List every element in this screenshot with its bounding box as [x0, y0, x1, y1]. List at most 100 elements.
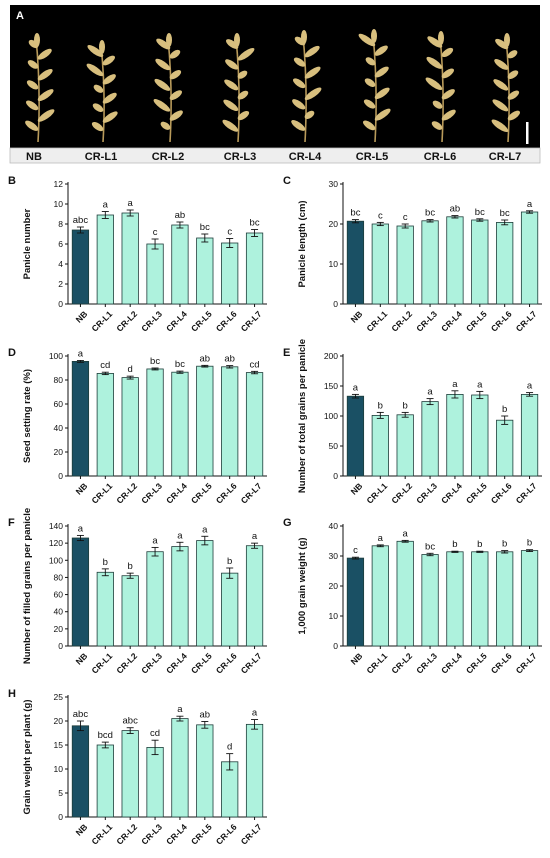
y-tick-label: 40: [329, 521, 339, 531]
bar-cr-l7: [520, 394, 539, 477]
bar-cr-l7: [245, 372, 264, 477]
x-category-label: CR-L6: [214, 822, 239, 847]
significance-letter: abc: [73, 709, 89, 720]
y-tick-label: 2: [58, 279, 63, 289]
x-category-label: NB: [349, 481, 365, 497]
significance-letter: c: [153, 227, 158, 238]
y-tick-label: 20: [329, 219, 339, 229]
y-tick-label: 140: [49, 521, 63, 531]
chart-c-panicle-length: C Panicle length (cm) 0 10 20 30 bc NB c CR-L1 c CR…: [275, 170, 550, 340]
significance-letter: a: [477, 379, 483, 390]
bar-cr-l1: [96, 571, 114, 647]
x-category-label: CR-L6: [489, 309, 514, 334]
x-category-label: CR-L4: [164, 651, 189, 676]
panicle-image: [25, 33, 55, 143]
x-category-label: NB: [74, 822, 90, 838]
significance-letter: a: [152, 535, 158, 546]
x-category-label: CR-L2: [389, 651, 414, 676]
bar-cr-l5: [471, 394, 489, 477]
panicle-photo: A NB CR-L1 CR-L2 CR-L3 CR-L4 CR-L5 CR-L6 CR-L7: [9, 5, 541, 164]
significance-letter: a: [378, 533, 384, 544]
significance-letter: bc: [500, 208, 510, 219]
bar-cr-l2: [396, 414, 414, 477]
x-category-label: NB: [74, 481, 90, 497]
bar-nb: [71, 537, 90, 647]
bar-cr-l3: [421, 220, 439, 305]
y-tick-label: 40: [54, 423, 64, 433]
x-category-label: CR-L4: [439, 309, 464, 334]
significance-letter: cd: [250, 359, 260, 370]
x-category-label: CR-L1: [89, 309, 114, 334]
significance-letter: abc: [73, 215, 89, 226]
bar-cr-l3: [421, 554, 439, 647]
y-tick-label: 0: [333, 471, 338, 481]
significance-letter: b: [527, 538, 532, 549]
bar-nb: [71, 360, 90, 477]
panicle-image: [86, 40, 118, 143]
x-category-label: CR-L6: [214, 481, 239, 506]
x-category-label: CR-L5: [189, 822, 214, 847]
x-category-label: CR-L3: [414, 481, 439, 506]
x-category-label: CR-L1: [89, 822, 114, 847]
significance-letter: b: [452, 539, 457, 550]
y-tick-label: 0: [58, 471, 63, 481]
panicle-image: [425, 31, 456, 143]
y-tick-label: 20: [329, 581, 339, 591]
x-category-label: CR-L3: [139, 822, 164, 847]
bar-cr-l5: [471, 551, 489, 647]
scale-bar: [526, 122, 529, 144]
panicle-line-label: CR-L3: [224, 151, 256, 163]
bar-cr-l2: [396, 225, 414, 305]
panicle-line-label: NB: [26, 151, 42, 163]
bar-cr-l5: [471, 219, 489, 305]
y-axis-title: Number of filled grains per panicle: [22, 508, 33, 664]
panel-letter: F: [8, 517, 15, 529]
y-tick-label: 80: [54, 572, 64, 582]
x-category-label: CR-L4: [164, 822, 189, 847]
bar-cr-l1: [96, 214, 114, 305]
bar-cr-l3: [421, 401, 439, 477]
panicle-image: [153, 33, 183, 143]
x-category-label: CR-L2: [114, 309, 139, 334]
x-category-label: CR-L3: [139, 651, 164, 676]
significance-letter: cd: [100, 360, 110, 371]
significance-letter: cd: [150, 728, 160, 739]
y-tick-label: 30: [329, 179, 339, 189]
y-tick-label: 15: [54, 740, 64, 750]
x-category-label: CR-L5: [464, 481, 489, 506]
bar-cr-l3: [146, 551, 164, 647]
bar-cr-l5: [196, 724, 214, 818]
bar-cr-l1: [371, 223, 389, 305]
x-category-label: CR-L5: [189, 309, 214, 334]
bar-chart: D Seed setting rate (%) 0 20 40 60 80 100 a NB cd C…: [8, 347, 267, 506]
significance-letter: d: [227, 742, 232, 753]
bar-nb: [71, 229, 90, 305]
x-category-label: CR-L1: [89, 651, 114, 676]
panicle-line-label: CR-L4: [289, 151, 322, 163]
y-axis-title: Grain weight per plant (g): [22, 699, 33, 814]
significance-letter: a: [103, 200, 109, 211]
panel-letter: C: [283, 175, 291, 187]
significance-letter: ab: [200, 353, 211, 364]
y-tick-label: 40: [54, 607, 64, 617]
significance-letter: a: [452, 379, 458, 390]
significance-letter: a: [403, 528, 409, 539]
bar-cr-l6: [221, 242, 239, 305]
bar-cr-l2: [121, 212, 139, 305]
bar-cr-l4: [446, 394, 464, 477]
bar-cr-l4: [171, 546, 189, 647]
significance-letter: bc: [425, 208, 435, 219]
panel-a-letter: A: [16, 10, 24, 22]
y-tick-label: 80: [54, 375, 64, 385]
x-category-label: CR-L4: [439, 481, 464, 506]
x-category-label: CR-L4: [164, 309, 189, 334]
y-tick-label: 10: [54, 764, 64, 774]
significance-letter: bc: [200, 222, 210, 233]
y-axis-title: Panicle number: [22, 208, 33, 279]
x-category-label: CR-L1: [89, 481, 114, 506]
significance-letter: d: [128, 364, 133, 375]
chart-e-total-grains: E Number of total grains per panicle 0 50 10…: [275, 339, 550, 512]
significance-letter: abc: [123, 716, 139, 727]
